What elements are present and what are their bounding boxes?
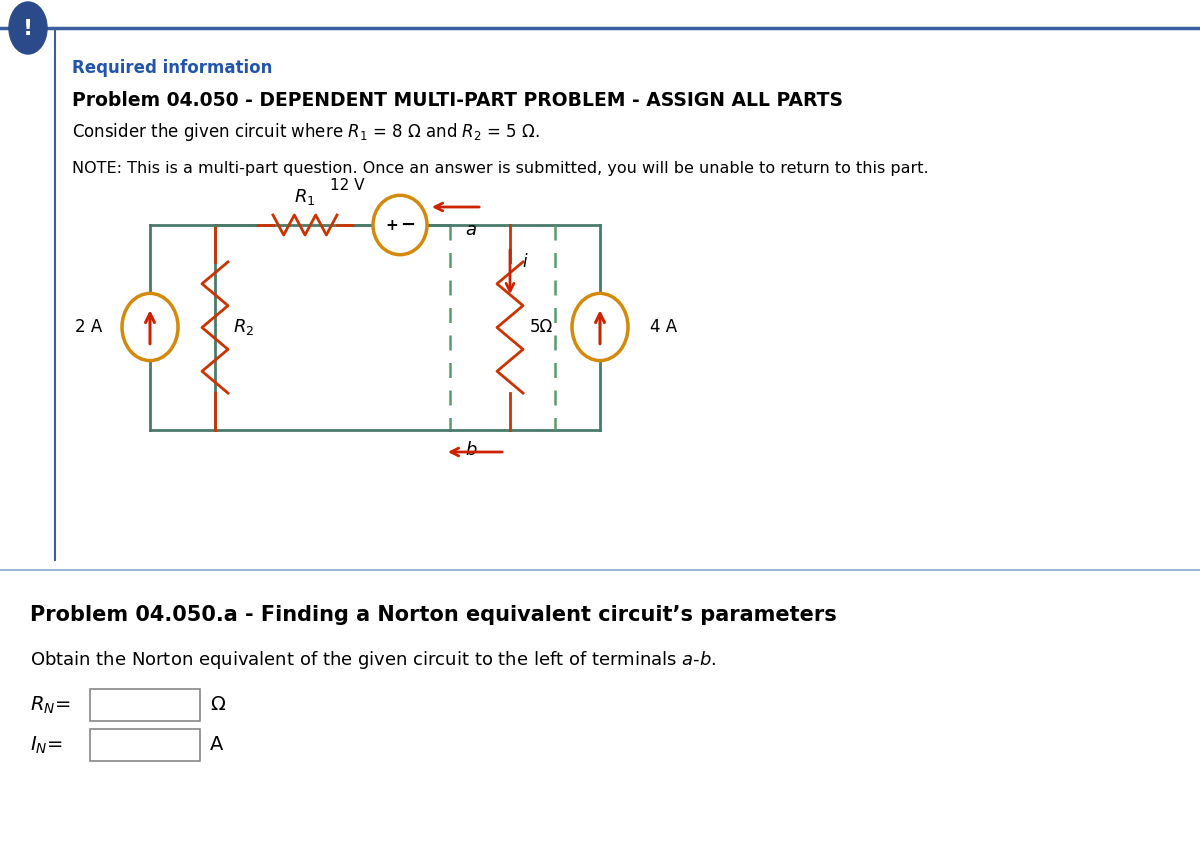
Text: $R_1$: $R_1$: [294, 187, 316, 207]
Text: i: i: [522, 253, 527, 271]
Text: $R_N$=: $R_N$=: [30, 694, 71, 716]
Ellipse shape: [10, 2, 47, 54]
Text: 2 A: 2 A: [74, 318, 102, 336]
Text: NOTE: This is a multi-part question. Once an answer is submitted, you will be un: NOTE: This is a multi-part question. Onc…: [72, 160, 929, 176]
Text: !: !: [23, 19, 34, 39]
Text: Problem 04.050.a - Finding a Norton equivalent circuit’s parameters: Problem 04.050.a - Finding a Norton equi…: [30, 605, 836, 625]
Text: 5Ω: 5Ω: [530, 318, 553, 336]
Ellipse shape: [373, 195, 427, 255]
Text: $I_N$=: $I_N$=: [30, 734, 62, 756]
Text: Required information: Required information: [72, 59, 272, 77]
Text: −: −: [401, 216, 415, 234]
Text: 12 V: 12 V: [330, 177, 365, 193]
Text: +: +: [385, 217, 398, 233]
Text: Consider the given circuit where $R_1$ = 8 Ω and $R_2$ = 5 Ω.: Consider the given circuit where $R_1$ =…: [72, 121, 540, 143]
Text: Ω: Ω: [210, 695, 224, 715]
FancyBboxPatch shape: [90, 729, 200, 761]
Text: b: b: [466, 441, 476, 459]
Text: Problem 04.050 - DEPENDENT MULTI-PART PROBLEM - ASSIGN ALL PARTS: Problem 04.050 - DEPENDENT MULTI-PART PR…: [72, 90, 842, 110]
Ellipse shape: [572, 293, 628, 360]
Text: a: a: [466, 221, 476, 239]
Text: $R_2$: $R_2$: [233, 317, 254, 337]
Ellipse shape: [122, 293, 178, 360]
Text: Obtain the Norton equivalent of the given circuit to the left of terminals $a$-$: Obtain the Norton equivalent of the give…: [30, 649, 716, 671]
FancyBboxPatch shape: [90, 689, 200, 721]
Text: A: A: [210, 735, 223, 755]
Text: 4 A: 4 A: [650, 318, 677, 336]
